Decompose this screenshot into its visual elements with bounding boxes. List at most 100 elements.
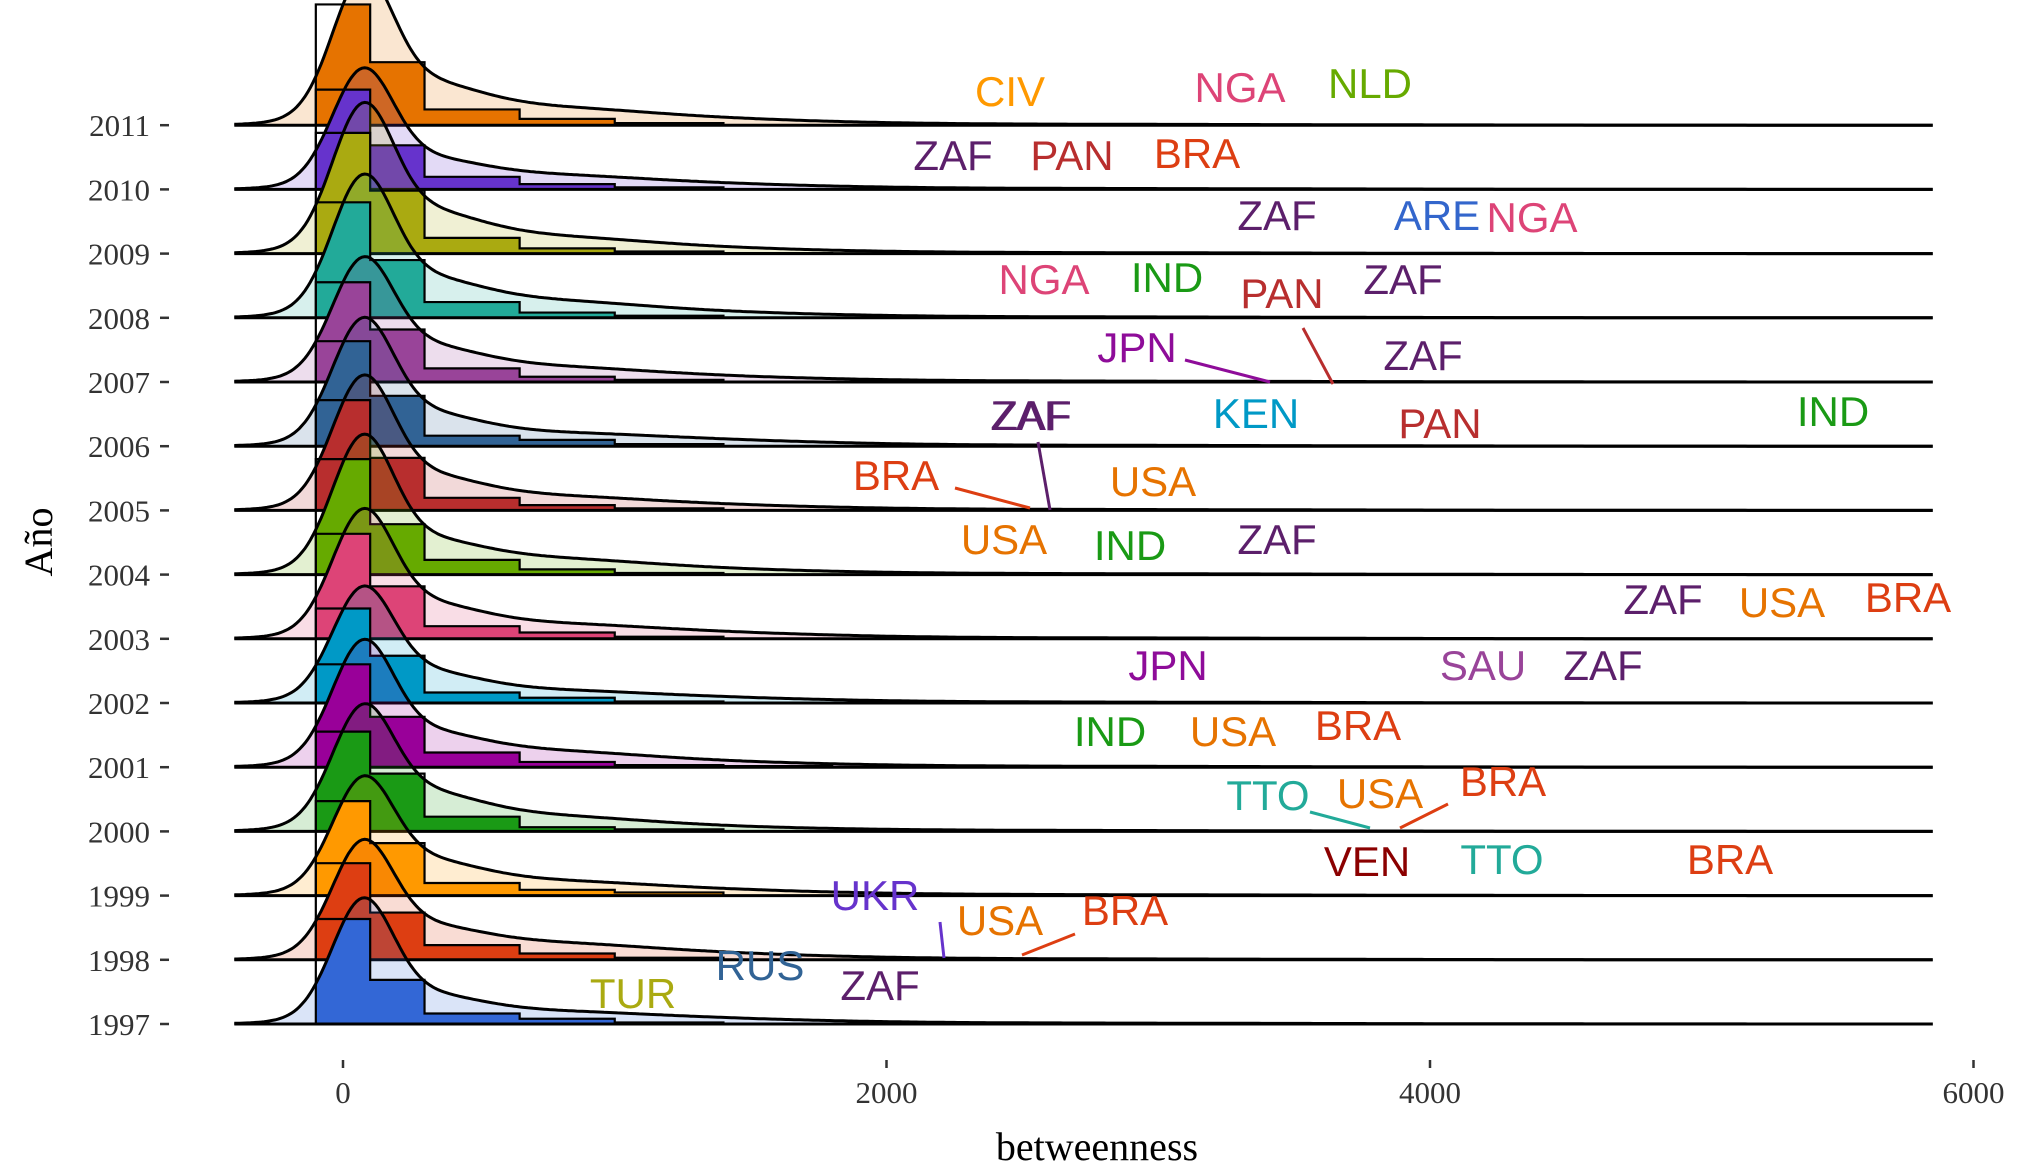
histogram-2007 <box>315 282 941 382</box>
leader-line-2007-jpn <box>1184 358 1271 384</box>
outlier-label-2002-jpn: JPN <box>1128 642 1207 689</box>
ridge-2008 <box>234 172 1933 320</box>
outlier-label-2007-pan: PAN <box>1240 270 1323 317</box>
leader-line-2000-bra <box>1399 802 1449 830</box>
ridge-2004 <box>234 432 1933 577</box>
outlier-label-1997-zaf: ZAF <box>840 962 919 1009</box>
y-tick-label-1998: 1998 <box>88 943 150 978</box>
outlier-label-1997-rus: RUS <box>716 942 805 989</box>
outlier-label-1998-bra: BRA <box>1082 887 1168 934</box>
histogram-2011 <box>315 4 941 126</box>
y-axis-title: Año <box>16 508 61 577</box>
outlier-label-2005-bra: BRA <box>853 452 939 499</box>
outlier-label-2000-usa: USA <box>1337 770 1423 817</box>
y-tick-label-2004: 2004 <box>88 558 151 593</box>
ridge-2003 <box>234 506 1933 641</box>
outlier-label-2003-zaf: ZAF <box>1623 576 1702 623</box>
outlier-label-2008-zaf: ZAF <box>1363 256 1442 303</box>
outlier-label-2006-zaf: ZAF <box>992 392 1071 439</box>
outlier-label-2011-civ: CIV <box>975 68 1045 115</box>
outlier-label-1999-bra: BRA <box>1687 836 1773 883</box>
outlier-label-2010-zaf: ZAF <box>913 132 992 179</box>
y-tick-label-1997: 1997 <box>88 1007 150 1042</box>
ridge-2010 <box>234 66 1933 191</box>
outlier-label-2009-zaf: ZAF <box>1237 192 1316 239</box>
x-tick-label-4000: 4000 <box>1399 1075 1461 1110</box>
y-tick-label-2009: 2009 <box>88 237 150 272</box>
ridges-layer <box>234 0 1933 1026</box>
y-tick-label-2010: 2010 <box>88 172 150 207</box>
leader-line-2006-zaf <box>1036 441 1052 511</box>
outlier-label-2001-usa: USA <box>1190 708 1276 755</box>
outlier-label-1999-ven: VEN <box>1324 838 1410 885</box>
y-tick-label-2008: 2008 <box>88 301 150 336</box>
y-tick-label-2005: 2005 <box>88 493 150 528</box>
histogram-1997 <box>315 919 941 1024</box>
outlier-label-2005-usa: USA <box>1110 458 1196 505</box>
ridge-1997 <box>234 896 1933 1026</box>
leader-line-1998-bra <box>1021 932 1076 957</box>
outlier-label-2002-zaf: ZAF <box>1563 642 1642 689</box>
outlier-label-2011-nld: NLD <box>1328 60 1412 107</box>
outlier-label-2009-are: ARE <box>1394 192 1480 239</box>
y-tick-label-2001: 2001 <box>88 750 150 785</box>
outlier-label-2001-bra: BRA <box>1315 702 1401 749</box>
outlier-label-2007-zaf: ZAF <box>1383 332 1462 379</box>
outlier-label-2006-pan: PAN <box>1398 400 1481 447</box>
leader-line-1998-ukr <box>938 921 946 959</box>
outlier-label-2009-nga: NGA <box>1486 194 1577 241</box>
ridge-2000 <box>234 702 1933 833</box>
y-tick-label-2006: 2006 <box>88 429 150 464</box>
y-tick-label-2007: 2007 <box>88 365 150 400</box>
outlier-label-1998-usa: USA <box>957 897 1043 944</box>
y-tick-label-2000: 2000 <box>88 814 150 849</box>
y-tick-label-2003: 2003 <box>88 622 150 657</box>
histogram-1998 <box>315 863 941 960</box>
histogram-2005 <box>315 400 941 511</box>
x-tick-label-0: 0 <box>335 1075 351 1110</box>
outlier-label-2006-ken: KEN <box>1213 390 1299 437</box>
histogram-2003 <box>315 533 941 639</box>
histogram-2008 <box>315 202 941 318</box>
outlier-label-2003-usa: USA <box>1739 579 1825 626</box>
outlier-label-2007-jpn: JPN <box>1097 324 1176 371</box>
histogram-2006 <box>315 341 941 447</box>
outlier-label-2003-bra: BRA <box>1865 574 1951 621</box>
x-tick-label-2000: 2000 <box>856 1075 918 1110</box>
outlier-label-2005-zaf: ZAF <box>990 392 1069 439</box>
outlier-label-2011-nga: NGA <box>1194 64 1285 111</box>
outlier-label-2000-tto: TTO <box>1226 772 1309 819</box>
histogram-2010 <box>315 89 941 190</box>
outlier-label-2000-bra: BRA <box>1460 758 1546 805</box>
ridge-1999 <box>234 774 1933 898</box>
ridge-2009 <box>234 100 1933 256</box>
x-axis: 0 2000 4000 6000 <box>335 1060 2005 1110</box>
outlier-label-2006-ind: IND <box>1797 388 1869 435</box>
histogram-2000 <box>315 731 941 832</box>
y-axis: 1997 1998 1999 2000 2001 2002 2003 2004 2005 2006… <box>88 108 169 1042</box>
outlier-label-2004-ind: IND <box>1094 522 1166 569</box>
y-tick-label-2011: 2011 <box>89 108 150 143</box>
outlier-label-1998-ukr: UKR <box>831 872 920 919</box>
density-fill-1999 <box>234 775 1933 896</box>
leader-line-2000-tto <box>1309 810 1371 830</box>
outlier-label-2008-ind: IND <box>1131 254 1203 301</box>
histogram-2004 <box>315 459 941 575</box>
outlier-label-2010-pan: PAN <box>1030 132 1113 179</box>
outlier-label-2004-zaf: ZAF <box>1237 516 1316 563</box>
ridge-1998 <box>234 837 1933 962</box>
y-tick-label-1999: 1999 <box>88 879 150 914</box>
outlier-label-2001-ind: IND <box>1074 708 1146 755</box>
x-tick-label-6000: 6000 <box>1943 1075 2005 1110</box>
outlier-label-2004-usa: USA <box>961 516 1047 563</box>
y-tick-label-2002: 2002 <box>88 686 150 721</box>
x-axis-title: betweenness <box>996 1124 1198 1169</box>
outlier-label-2002-sau: SAU <box>1440 642 1526 689</box>
histogram-2001 <box>315 664 941 768</box>
outlier-label-2008-nga: NGA <box>998 256 1089 303</box>
leader-line-2005-bra <box>954 486 1031 510</box>
density-fill-2011 <box>234 0 1933 126</box>
